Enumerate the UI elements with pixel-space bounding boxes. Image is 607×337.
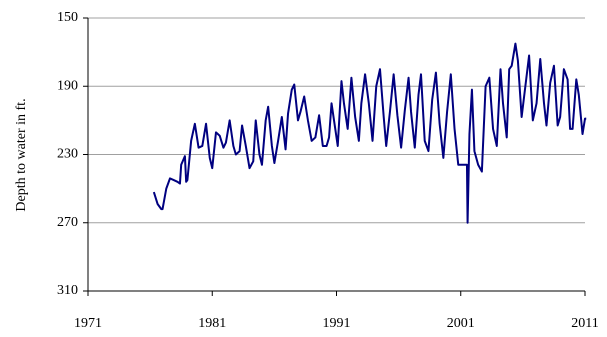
x-tick-label: 1991 xyxy=(323,316,351,331)
x-tick-label: 2011 xyxy=(571,316,598,331)
x-tick-label: 1971 xyxy=(74,316,102,331)
data-line xyxy=(152,42,587,224)
x-tick-label: 1981 xyxy=(198,316,226,331)
y-axis-label: Depth to water in ft. xyxy=(14,98,29,211)
y-tick-label: 270 xyxy=(57,215,78,230)
x-tick-label: 2001 xyxy=(447,316,475,331)
y-tick-label: 190 xyxy=(57,78,78,93)
y-tick-label: 150 xyxy=(57,10,78,25)
y-tick-label: 310 xyxy=(57,283,78,298)
y-tick-label: 230 xyxy=(57,147,78,162)
